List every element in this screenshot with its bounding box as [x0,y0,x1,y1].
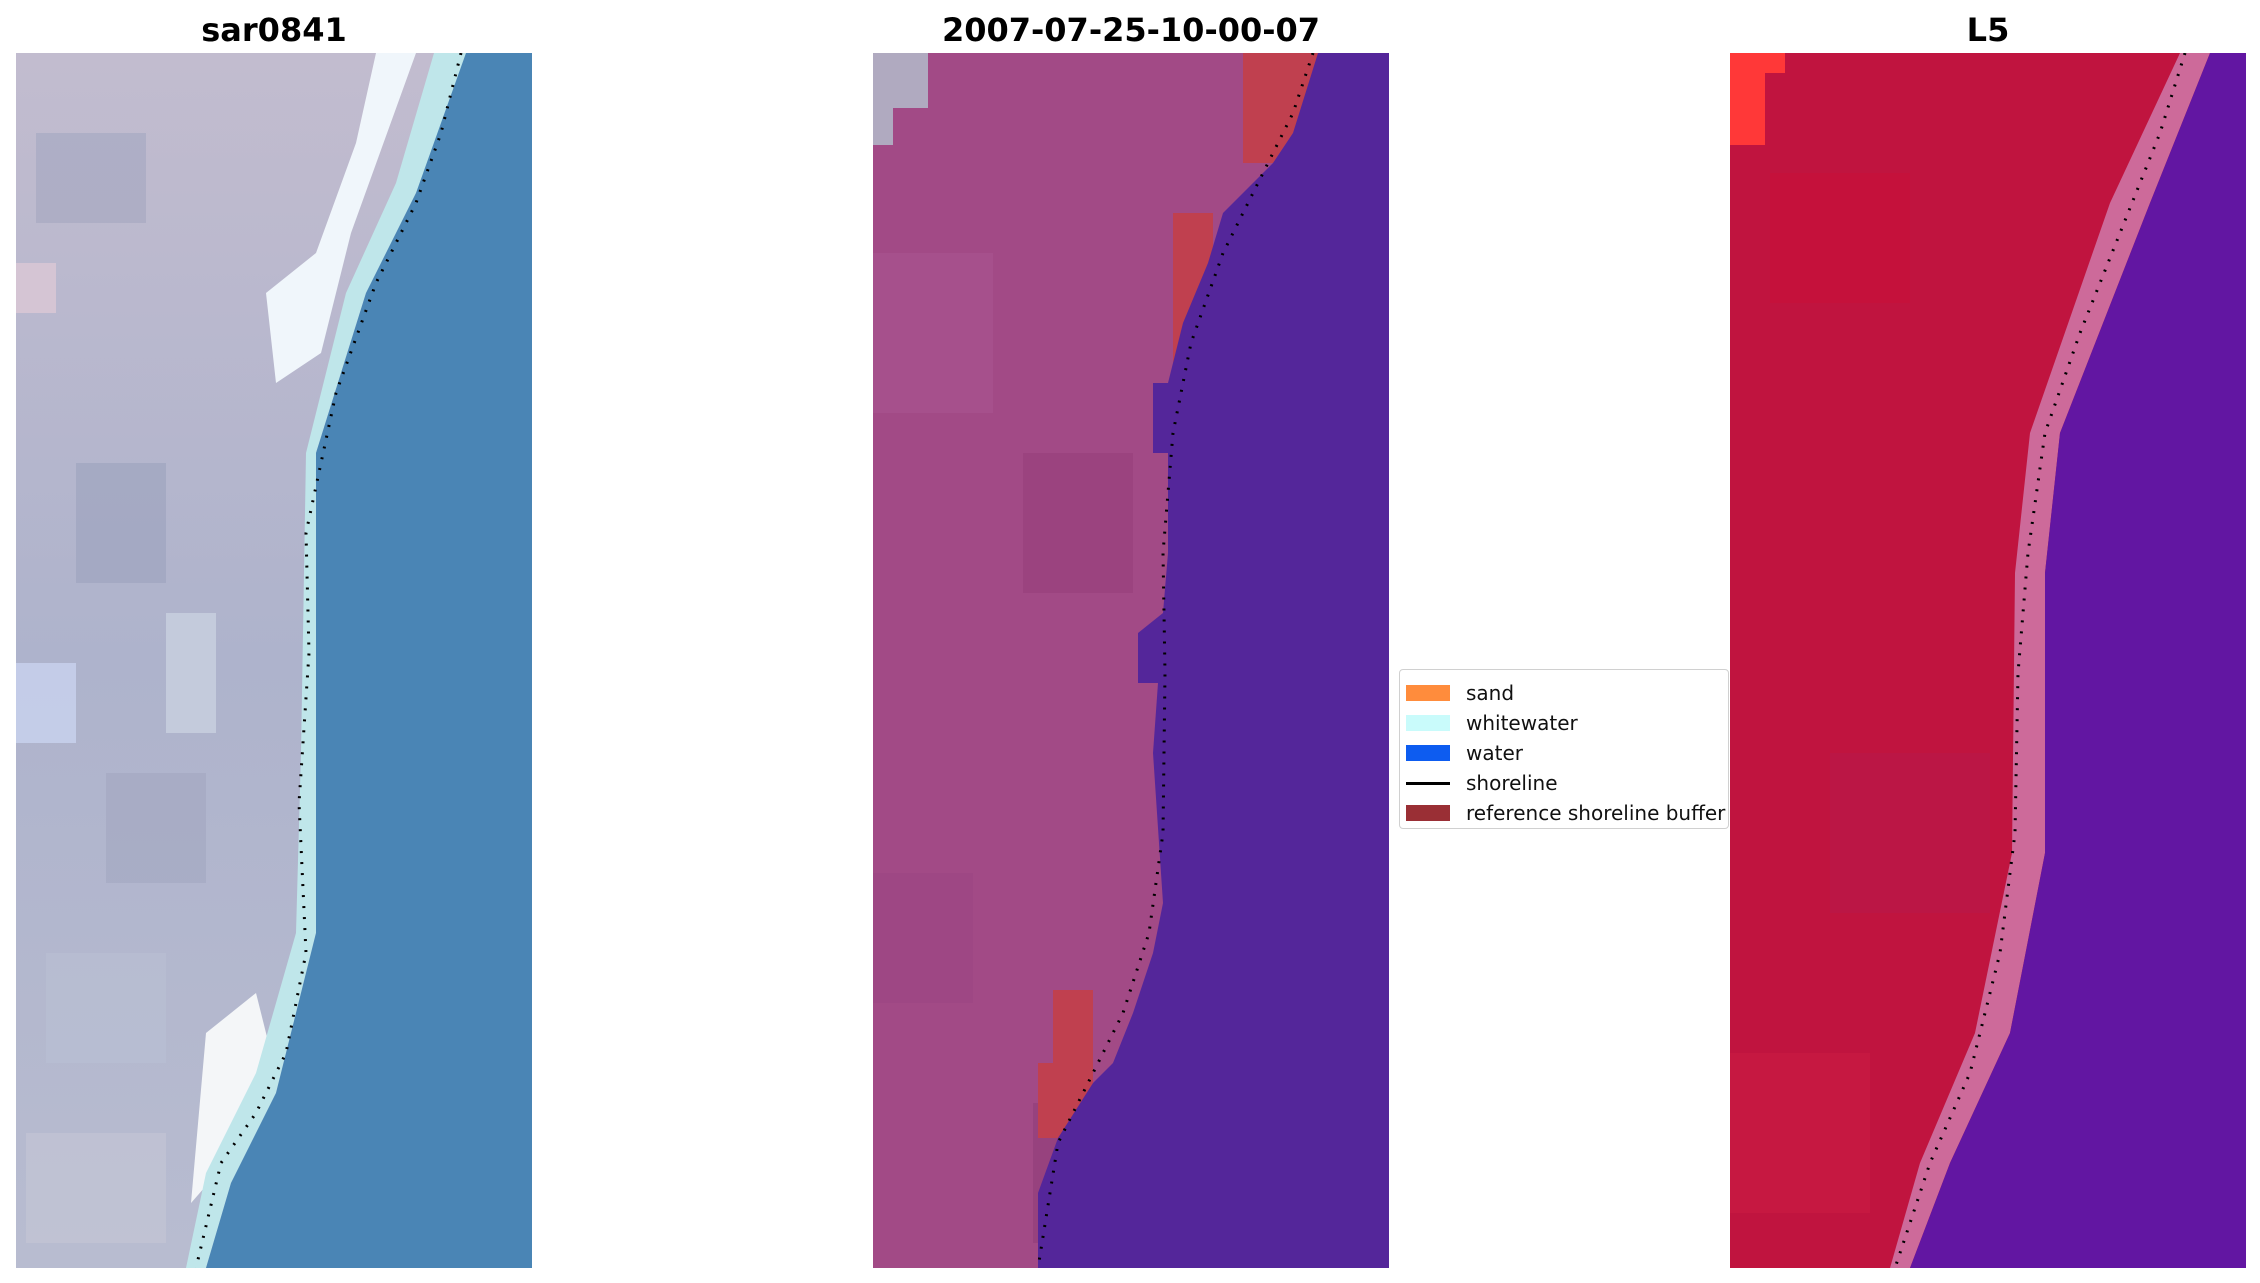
legend-label-sand: sand [1466,681,1515,705]
rgb-image-panel [16,53,532,1268]
rgb-image [16,53,532,1268]
legend: sand whitewater water shoreline referenc… [1399,669,1729,829]
legend-item-reference-shoreline-buffer: reference shoreline buffer [1406,798,1725,828]
nir-image-panel [1730,53,2246,1268]
classified-image-panel [873,53,1389,1268]
legend-swatch-shoreline [1406,781,1450,785]
legend-label-whitewater: whitewater [1466,711,1578,735]
panel-title-2: 2007-07-25-10-00-07 [941,11,1321,49]
legend-label-shoreline: shoreline [1466,771,1558,795]
classified-image [873,53,1389,1268]
legend-swatch-reference-shoreline-buffer [1406,805,1450,821]
legend-item-shoreline: shoreline [1406,768,1558,798]
legend-label-reference-shoreline-buffer: reference shoreline buffer [1466,801,1726,825]
panel-title-1: sar0841 [201,11,347,49]
nir-image [1730,53,2246,1268]
legend-swatch-water [1406,745,1450,761]
legend-item-whitewater: whitewater [1406,708,1578,738]
legend-swatch-sand [1406,685,1450,701]
legend-item-sand: sand [1406,678,1514,708]
panel-title-3: L5 [1966,11,2010,49]
legend-item-water: water [1406,738,1523,768]
legend-label-water: water [1466,741,1523,765]
legend-swatch-whitewater [1406,715,1450,731]
